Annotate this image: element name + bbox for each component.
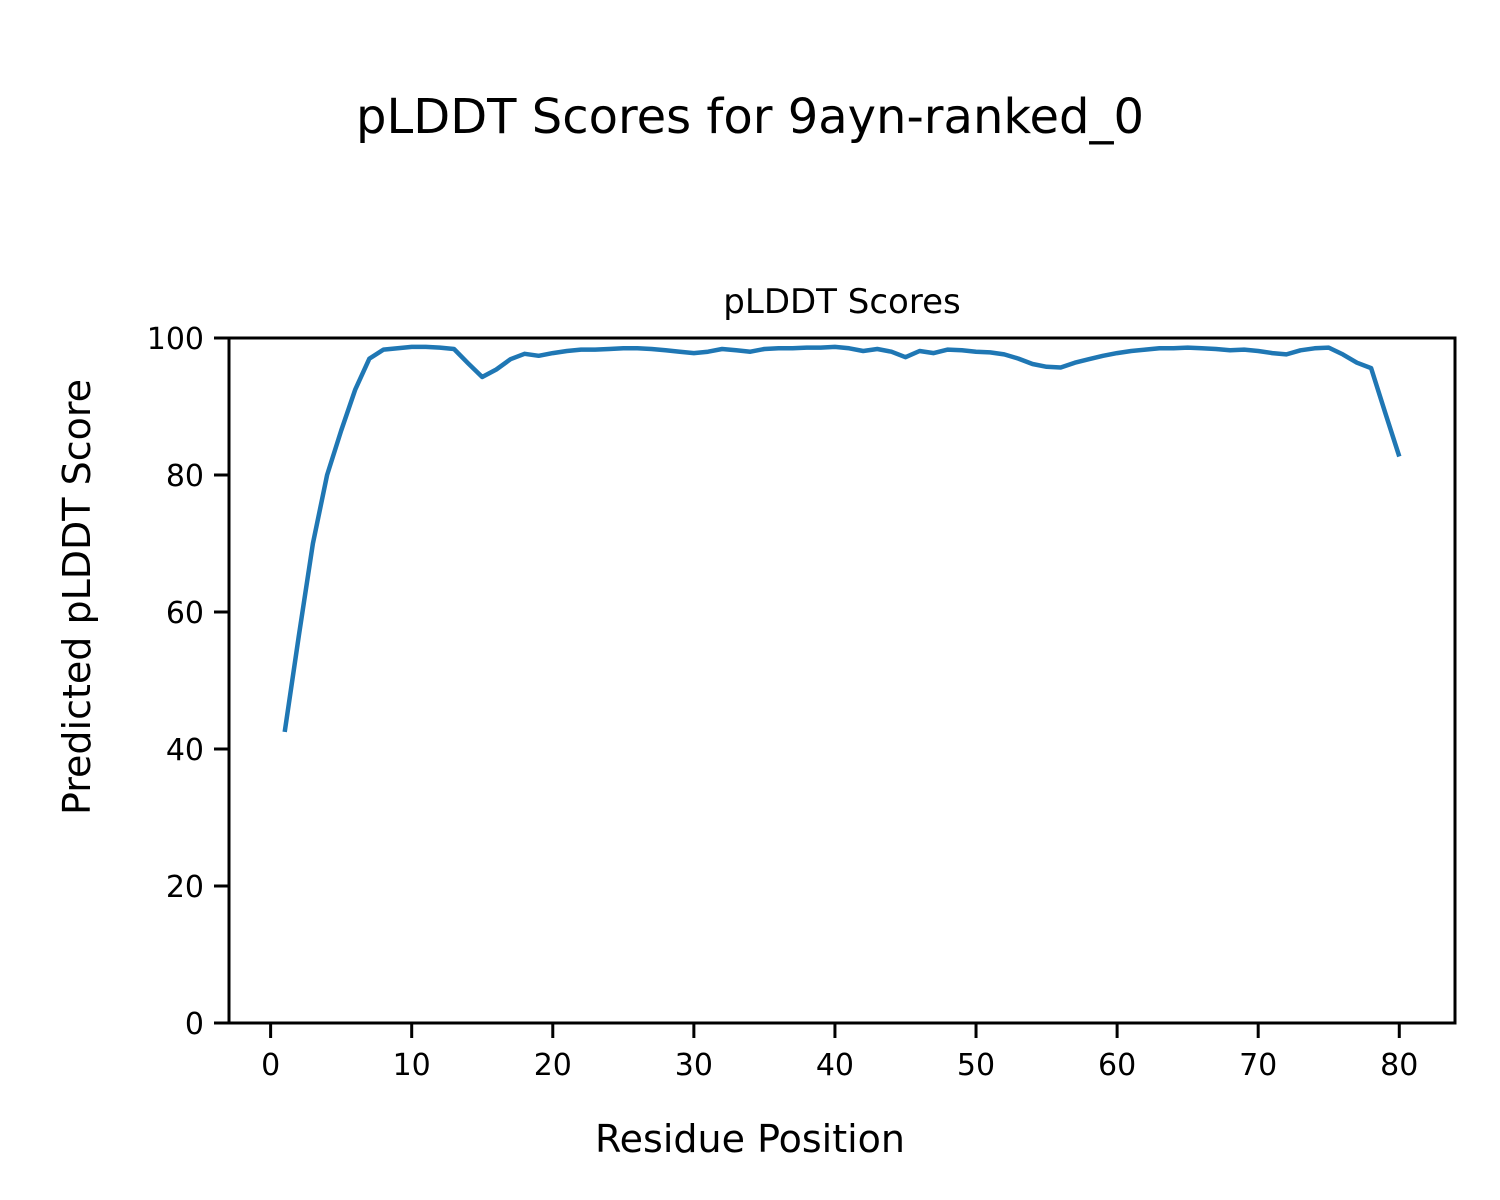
x-axis-ticks: 0 10 20 30 40 50 60 70 80	[261, 1023, 1418, 1083]
x-tick-label: 50	[957, 1048, 995, 1083]
y-tick-label: 80	[166, 459, 204, 494]
x-tick-label: 40	[816, 1048, 854, 1083]
x-tick-label: 0	[261, 1048, 280, 1083]
figure-title: pLDDT Scores for 9ayn-ranked_0	[356, 89, 1144, 145]
plddt-line	[282, 344, 1402, 733]
x-tick-label: 20	[534, 1048, 572, 1083]
y-tick-label: 40	[166, 733, 204, 768]
axes-title: pLDDT Scores	[723, 282, 960, 322]
y-axis-label: Predicted pLDDT Score	[55, 379, 99, 815]
y-axis-ticks: 0 20 40 60 80 100	[147, 322, 229, 1042]
y-tick-label: 20	[166, 870, 204, 905]
x-tick-label: 10	[393, 1048, 431, 1083]
y-tick-label: 0	[185, 1007, 204, 1042]
x-tick-label: 80	[1380, 1048, 1418, 1083]
x-tick-label: 30	[675, 1048, 713, 1083]
x-tick-label: 70	[1239, 1048, 1277, 1083]
y-tick-label: 100	[147, 322, 204, 357]
y-tick-label: 60	[166, 596, 204, 631]
x-axis-label: Residue Position	[595, 1117, 905, 1161]
plot-frame	[227, 336, 1457, 1025]
x-tick-label: 60	[1098, 1048, 1136, 1083]
